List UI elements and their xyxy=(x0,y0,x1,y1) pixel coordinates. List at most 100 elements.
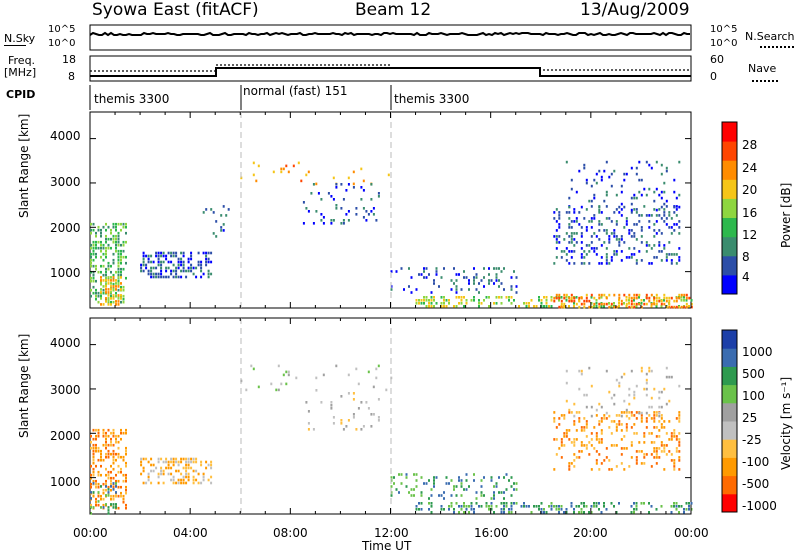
data-cell xyxy=(633,432,636,435)
data-cell xyxy=(185,469,188,473)
data-cell xyxy=(100,494,102,498)
data-cell xyxy=(580,502,583,505)
data-cell xyxy=(142,254,145,258)
data-cell xyxy=(580,508,583,511)
data-cell xyxy=(122,458,125,462)
data-cell xyxy=(105,234,107,238)
data-cell xyxy=(585,208,588,211)
data-cell xyxy=(90,222,92,226)
data-cell xyxy=(565,511,568,514)
data-cell xyxy=(615,208,618,211)
data-cell xyxy=(645,293,648,297)
data-cell xyxy=(413,488,415,491)
data-cell xyxy=(160,469,163,473)
data-cell xyxy=(630,253,633,256)
data-cell xyxy=(575,217,578,220)
data-cell xyxy=(92,249,95,253)
data-cell xyxy=(220,214,223,217)
data-cell xyxy=(95,449,97,453)
data-cell xyxy=(102,273,105,277)
data-cell xyxy=(172,251,175,255)
data-cell xyxy=(623,411,626,414)
data-cell xyxy=(100,264,102,268)
data-cell xyxy=(598,208,601,212)
data-cell xyxy=(595,305,598,308)
data-cell xyxy=(122,500,125,504)
data-cell xyxy=(590,205,593,208)
data-cell xyxy=(645,387,648,391)
data-cell xyxy=(105,252,107,256)
data-cell xyxy=(643,205,646,208)
data-cell xyxy=(573,414,576,418)
data-cell xyxy=(92,506,95,509)
data-cell xyxy=(90,440,92,444)
data-cell xyxy=(115,491,117,494)
data-cell xyxy=(620,250,623,253)
data-cell xyxy=(195,478,198,482)
data-cell xyxy=(665,366,668,370)
data-cell xyxy=(598,420,601,423)
data-cell xyxy=(570,178,573,182)
data-cell xyxy=(655,187,658,191)
data-cell xyxy=(187,463,190,467)
data-cell xyxy=(468,279,470,282)
data-cell xyxy=(167,472,170,476)
colorbar-swatch xyxy=(722,493,737,513)
data-cell xyxy=(653,411,656,414)
data-cell xyxy=(573,220,576,223)
data-cell xyxy=(100,234,102,238)
data-cell xyxy=(633,223,636,226)
data-cell xyxy=(580,205,583,209)
data-cell xyxy=(605,253,608,256)
data-cell xyxy=(150,266,153,270)
data-cell xyxy=(102,258,105,262)
data-cell xyxy=(90,464,92,468)
data-cell xyxy=(613,253,616,256)
data-cell xyxy=(95,252,97,256)
data-cell xyxy=(510,494,513,497)
data-cell xyxy=(210,272,213,276)
data-cell xyxy=(558,226,561,229)
data-cell xyxy=(463,296,465,299)
data-cell xyxy=(685,502,688,505)
data-cell xyxy=(678,438,681,441)
data-cell xyxy=(655,256,658,259)
data-cell xyxy=(628,393,631,397)
data-cell xyxy=(197,260,200,264)
data-cell xyxy=(648,226,651,229)
data-cell xyxy=(355,213,358,216)
data-cell xyxy=(488,296,490,299)
data-cell xyxy=(105,267,107,271)
data-cell xyxy=(210,460,213,464)
data-cell xyxy=(500,296,503,299)
data-cell xyxy=(540,511,543,514)
data-cell xyxy=(490,505,493,508)
data-cell xyxy=(568,205,571,209)
data-cell xyxy=(115,288,117,291)
data-cell xyxy=(670,232,673,235)
data-cell xyxy=(528,505,530,508)
data-cell xyxy=(643,453,646,456)
data-cell xyxy=(180,460,183,464)
data-cell xyxy=(490,479,493,482)
data-cell xyxy=(90,279,92,283)
data-cell xyxy=(683,305,686,309)
data-cell xyxy=(635,293,638,297)
data-cell xyxy=(465,276,468,279)
data-cell xyxy=(425,299,428,302)
data-cell xyxy=(663,202,666,206)
data-cell xyxy=(105,485,107,488)
data-cell xyxy=(142,251,145,255)
data-cell xyxy=(513,299,515,302)
data-cell xyxy=(603,229,606,232)
data-cell xyxy=(605,232,608,235)
data-cell xyxy=(655,414,658,417)
data-cell xyxy=(560,508,563,511)
data-cell xyxy=(538,505,540,508)
nsearch-tick-bottom: 10^0 xyxy=(710,38,738,49)
data-cell xyxy=(628,296,631,300)
data-cell xyxy=(112,485,115,489)
data-cell xyxy=(558,505,560,508)
data-cell xyxy=(593,214,596,217)
data-cell xyxy=(345,213,348,216)
